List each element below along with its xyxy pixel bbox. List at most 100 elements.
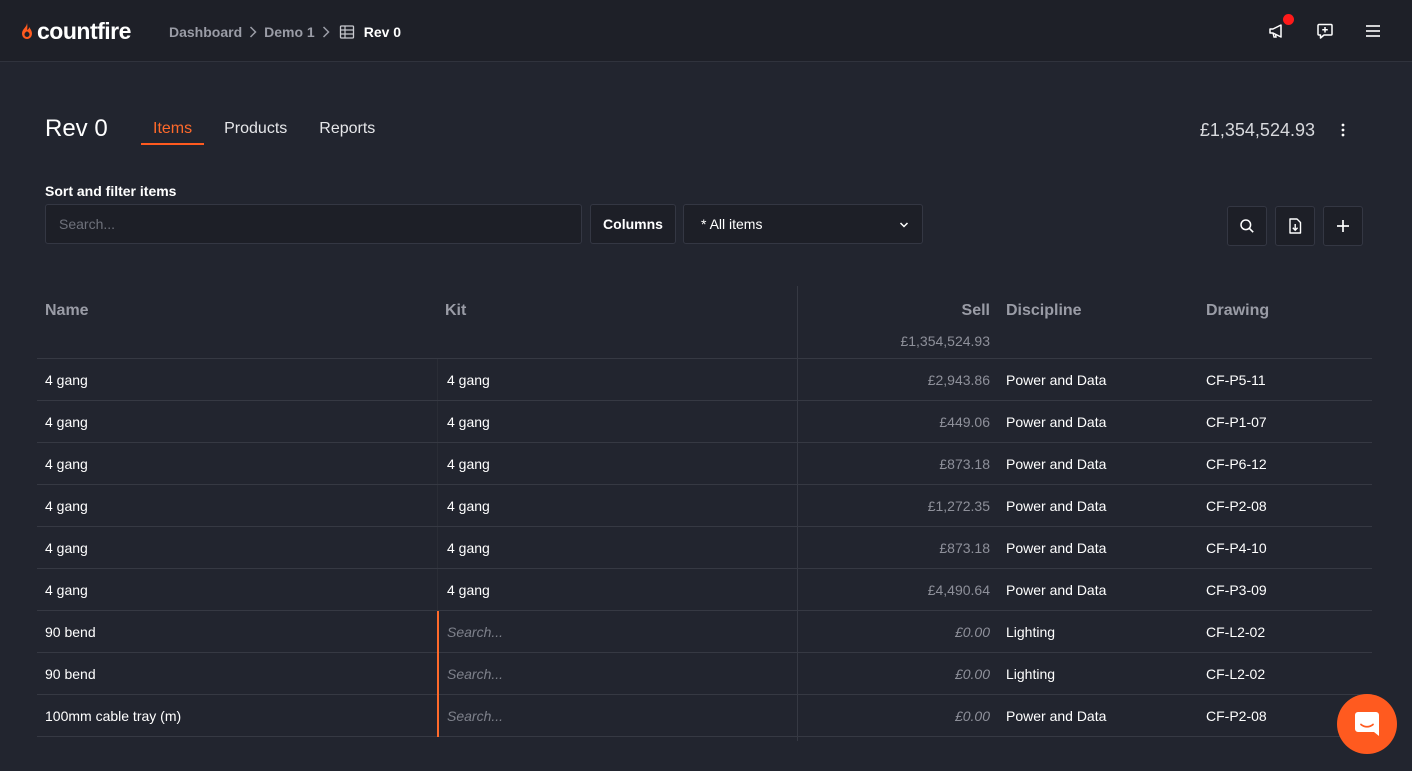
tab-reports[interactable]: Reports — [319, 120, 376, 137]
breadcrumb-dashboard[interactable]: Dashboard — [169, 24, 243, 40]
cell-divider — [437, 443, 438, 484]
cell-drawing[interactable]: CF-L2-02 — [1206, 666, 1266, 682]
search-input[interactable] — [45, 204, 582, 244]
header-drawing[interactable]: Drawing — [1206, 302, 1270, 319]
top-bar: countfire Dashboard Demo 1 Rev 0 — [0, 0, 1412, 62]
countfire-logo[interactable]: countfire — [20, 17, 131, 45]
columns-button[interactable]: Columns — [590, 204, 676, 244]
kit-search-input[interactable]: Search... — [437, 611, 797, 653]
tab-items[interactable]: Items — [141, 112, 205, 145]
cell-drawing[interactable]: CF-P2-08 — [1206, 498, 1267, 514]
cell-name[interactable]: 4 gang — [45, 582, 88, 598]
header-name[interactable]: Name — [45, 302, 89, 319]
cell-discipline[interactable]: Power and Data — [1006, 708, 1107, 724]
cell-discipline[interactable]: Power and Data — [1006, 456, 1107, 472]
cell-drawing[interactable]: CF-P5-11 — [1206, 372, 1266, 388]
table-icon — [339, 25, 354, 39]
cell-sell: £0.00 — [954, 708, 990, 724]
chevron-right-icon — [315, 22, 337, 42]
cell-sell: £0.00 — [954, 666, 990, 682]
chat-bubble-icon — [1355, 712, 1379, 736]
items-table: Name Kit Sell Discipline Drawing £1,354,… — [37, 286, 1372, 737]
header-discipline[interactable]: Discipline — [1006, 302, 1082, 319]
search-button[interactable] — [1227, 206, 1267, 246]
table-row[interactable]: 4 gang 4 gang £1,272.35 Power and Data C… — [37, 485, 1372, 527]
support-chat-button[interactable] — [1337, 694, 1397, 754]
table-header: Name Kit Sell Discipline Drawing £1,354,… — [37, 286, 1372, 359]
table-row[interactable]: 4 gang 4 gang £873.18 Power and Data CF-… — [37, 527, 1372, 569]
cell-sell: £449.06 — [939, 414, 990, 430]
more-options-icon[interactable] — [1335, 121, 1351, 139]
tab-bar: Items Products Reports — [141, 112, 395, 146]
cell-drawing[interactable]: CF-P1-07 — [1206, 414, 1267, 430]
cell-name[interactable]: 4 gang — [45, 414, 88, 430]
view-select[interactable]: * All items — [683, 204, 923, 244]
cell-divider — [437, 359, 438, 400]
plus-icon — [1337, 220, 1349, 232]
cell-name[interactable]: 4 gang — [45, 456, 88, 472]
cell-drawing[interactable]: CF-P2-08 — [1206, 708, 1267, 724]
cell-kit[interactable]: 4 gang — [447, 498, 490, 514]
view-select-value: * All items — [701, 216, 763, 232]
cell-discipline[interactable]: Lighting — [1006, 666, 1056, 682]
table-row[interactable]: 4 gang 4 gang £2,943.86 Power and Data C… — [37, 359, 1372, 401]
sell-total: £1,354,524.93 — [900, 333, 990, 349]
cell-divider — [437, 485, 438, 526]
cell-name[interactable]: 100mm cable tray (m) — [45, 708, 182, 724]
megaphone-icon[interactable] — [1266, 14, 1294, 42]
flame-icon — [22, 23, 32, 39]
table-body: 4 gang 4 gang £2,943.86 Power and Data C… — [37, 359, 1372, 737]
cell-sell: £0.00 — [954, 624, 990, 640]
cell-discipline[interactable]: Power and Data — [1006, 414, 1107, 430]
breadcrumb-current: Rev 0 — [363, 24, 402, 40]
cell-divider — [437, 401, 438, 442]
table-row[interactable]: 90 bend Search... £0.00 Lighting CF-L2-0… — [37, 611, 1372, 653]
kit-search-input[interactable]: Search... — [437, 653, 797, 695]
cell-drawing[interactable]: CF-P3-09 — [1206, 582, 1267, 598]
cell-discipline[interactable]: Lighting — [1006, 624, 1056, 640]
cell-sell: £1,272.35 — [927, 498, 990, 514]
cell-name[interactable]: 4 gang — [45, 498, 88, 514]
hamburger-icon[interactable] — [1362, 20, 1384, 42]
breadcrumb: Dashboard Demo 1 Rev 0 — [169, 22, 401, 42]
cell-discipline[interactable]: Power and Data — [1006, 498, 1107, 514]
breadcrumb-demo[interactable]: Demo 1 — [264, 24, 315, 40]
page-title: Rev 0 — [45, 115, 108, 142]
header-kit[interactable]: Kit — [445, 302, 467, 319]
cell-discipline[interactable]: Power and Data — [1006, 582, 1107, 598]
header-sell[interactable]: Sell — [961, 302, 990, 319]
table-row[interactable]: 4 gang 4 gang £4,490.64 Power and Data C… — [37, 569, 1372, 611]
kit-search-input[interactable]: Search... — [437, 695, 797, 737]
cell-discipline[interactable]: Power and Data — [1006, 540, 1107, 556]
cell-name[interactable]: 90 bend — [45, 624, 96, 640]
export-button[interactable] — [1275, 206, 1315, 246]
chevron-down-icon — [899, 222, 909, 228]
cell-drawing[interactable]: CF-P4-10 — [1206, 540, 1267, 556]
table-row[interactable]: 100mm cable tray (m) Search... £0.00 Pow… — [37, 695, 1372, 737]
logo-text: countfire — [37, 17, 131, 44]
search-icon — [1240, 219, 1254, 233]
cell-kit[interactable]: 4 gang — [447, 456, 490, 472]
cell-name[interactable]: 90 bend — [45, 666, 96, 682]
cell-kit[interactable]: 4 gang — [447, 582, 490, 598]
add-item-button[interactable] — [1323, 206, 1363, 246]
chat-plus-icon[interactable] — [1314, 20, 1336, 42]
grand-total: £1,354,524.93 — [1199, 120, 1315, 140]
cell-name[interactable]: 4 gang — [45, 540, 88, 556]
cell-name[interactable]: 4 gang — [45, 372, 88, 388]
table-row[interactable]: 4 gang 4 gang £449.06 Power and Data CF-… — [37, 401, 1372, 443]
cell-drawing[interactable]: CF-L2-02 — [1206, 624, 1266, 640]
cell-divider — [437, 527, 438, 568]
cell-kit[interactable]: 4 gang — [447, 414, 490, 430]
table-row[interactable]: 4 gang 4 gang £873.18 Power and Data CF-… — [37, 443, 1372, 485]
cell-divider — [437, 569, 438, 610]
table-row[interactable]: 90 bend Search... £0.00 Lighting CF-L2-0… — [37, 653, 1372, 695]
cell-discipline[interactable]: Power and Data — [1006, 372, 1107, 388]
cell-kit[interactable]: 4 gang — [447, 540, 490, 556]
cell-kit[interactable]: 4 gang — [447, 372, 490, 388]
tab-products[interactable]: Products — [224, 120, 288, 137]
cell-drawing[interactable]: CF-P6-12 — [1206, 456, 1267, 472]
filter-label: Sort and filter items — [45, 183, 177, 199]
column-divider — [797, 286, 798, 741]
chevron-right-icon — [242, 22, 264, 42]
